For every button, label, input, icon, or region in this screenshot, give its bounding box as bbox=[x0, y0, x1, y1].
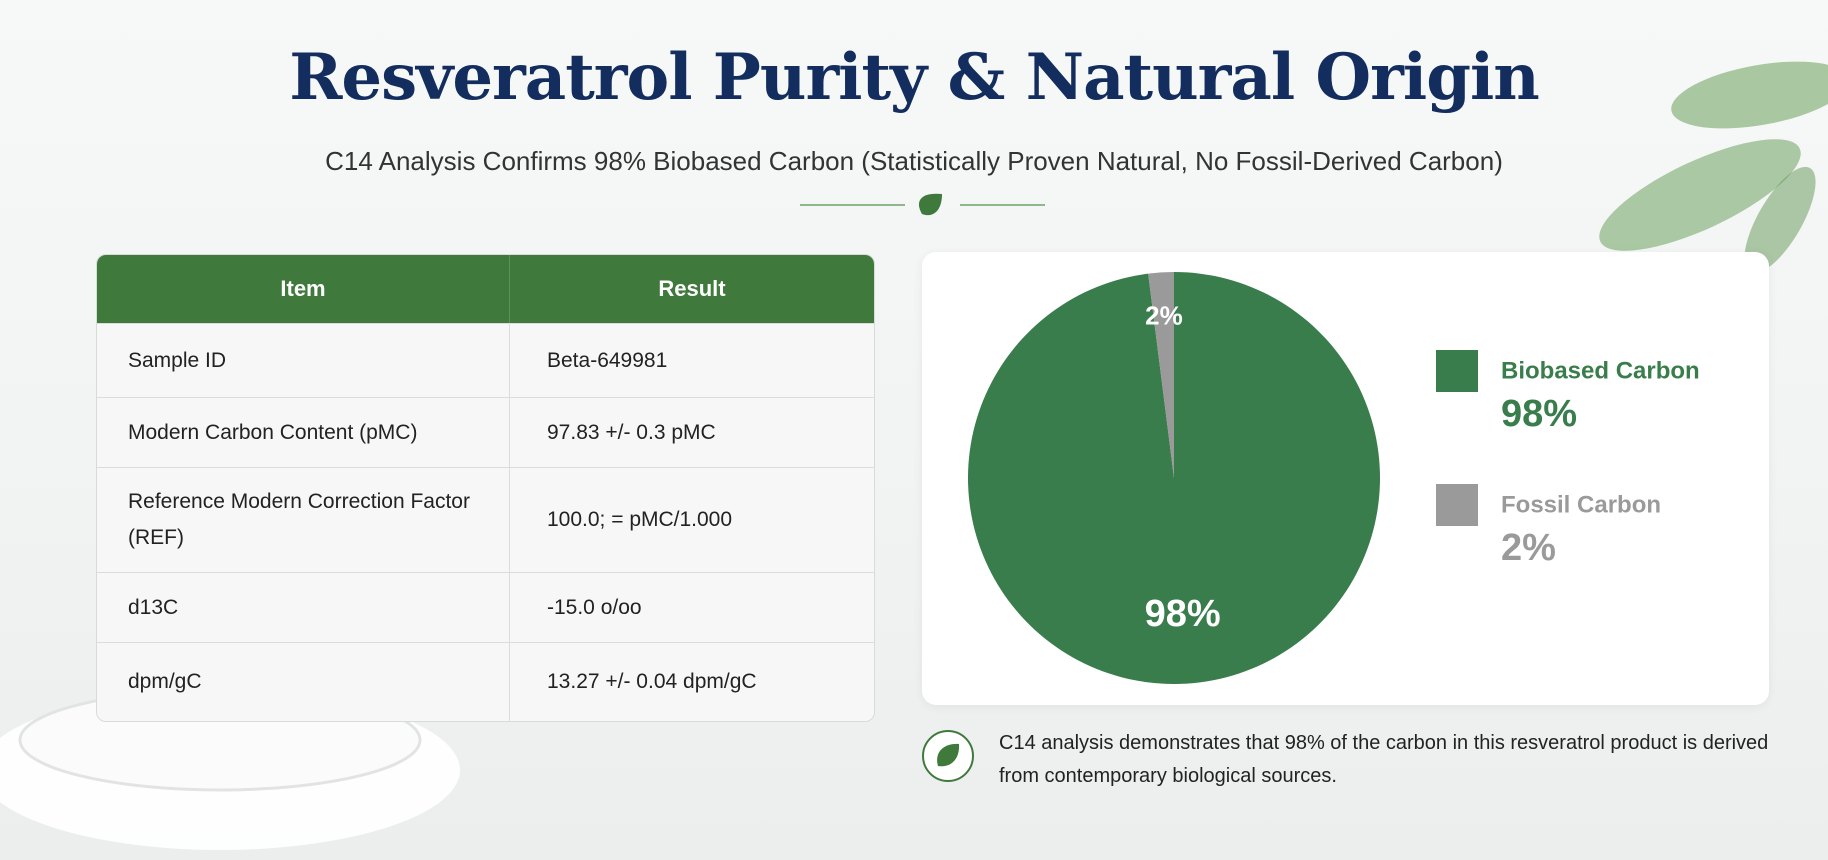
legend-value: 2% bbox=[1501, 527, 1556, 569]
table-cell: 13.27 +/- 0.04 dpm/gC bbox=[547, 670, 757, 693]
table-cell: Modern Carbon Content (pMC) bbox=[97, 398, 510, 467]
header-cell: Item bbox=[97, 255, 510, 323]
slice-label: 2% bbox=[1145, 301, 1183, 331]
pie-slice bbox=[1148, 272, 1174, 478]
subtitle: C14 Analysis Confirms 98% Biobased Carbo… bbox=[325, 146, 1503, 176]
table-cell: 100.0; = pMC/1.000 bbox=[547, 508, 733, 531]
table-row: dpm/gC 13.27 +/- 0.04 dpm/gC bbox=[97, 642, 874, 721]
title: Resveratrol Purity & Natural Origin bbox=[289, 40, 1540, 115]
leaf-icon bbox=[922, 730, 974, 782]
header-cell: Result bbox=[658, 276, 726, 301]
legend-swatch bbox=[1436, 484, 1478, 526]
legend-value: 98% bbox=[1501, 393, 1577, 435]
table-header: Item Result bbox=[97, 255, 874, 323]
legend-name: Biobased Carbon bbox=[1501, 357, 1700, 384]
note: C14 analysis demonstrates that 98% of th… bbox=[999, 732, 1769, 787]
table-row: Reference Modern Correction Factor (REF)… bbox=[97, 467, 874, 572]
table-row: Modern Carbon Content (pMC) 97.83 +/- 0.3… bbox=[97, 397, 874, 467]
legend-name: Fossil Carbon bbox=[1501, 491, 1661, 518]
table-cell: Sample ID bbox=[97, 324, 510, 397]
table-row: d13C -15.0 o/oo bbox=[97, 572, 874, 642]
table-cell: d13C bbox=[97, 573, 510, 642]
slice-label: 98% bbox=[1145, 593, 1221, 635]
table-cell: dpm/gC bbox=[97, 643, 510, 721]
table-cell: 97.83 +/- 0.3 pMC bbox=[547, 420, 716, 444]
table-row: Sample ID Beta-649981 bbox=[97, 323, 874, 397]
legend-swatch bbox=[1436, 350, 1478, 392]
table-cell: -15.0 o/oo bbox=[547, 595, 642, 619]
results-table: Item Result Sample ID Beta-649981 Modern Car… bbox=[96, 254, 875, 722]
table-cell: Reference Modern Correction Factor (REF) bbox=[97, 468, 510, 572]
table-cell: Beta-649981 bbox=[547, 348, 668, 372]
